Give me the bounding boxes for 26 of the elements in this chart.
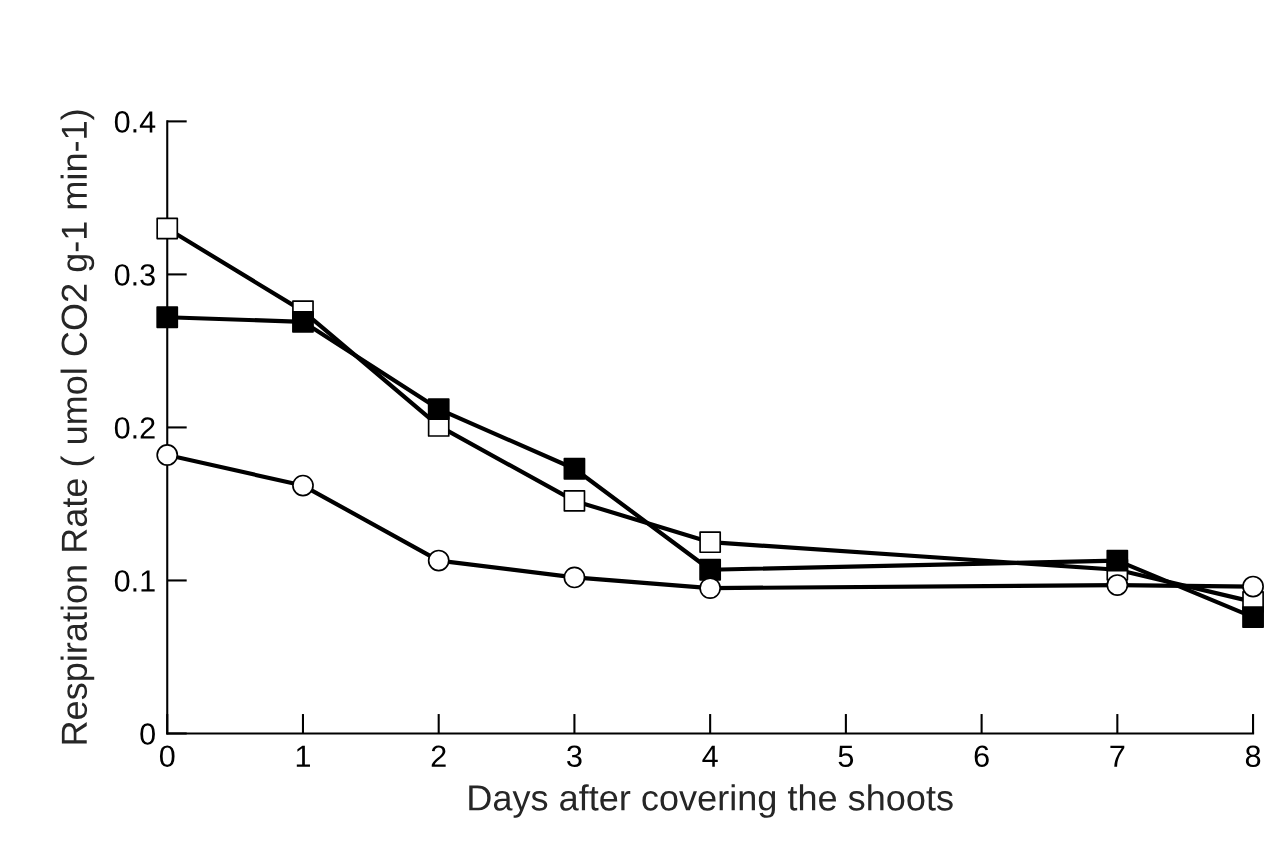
y-tick-label: 0.4	[114, 111, 156, 133]
y-tick-label: 0.1	[114, 570, 155, 592]
point	[699, 531, 722, 554]
point	[1106, 549, 1129, 572]
y-axis-title: Respiration Rate ( umol CO2 g-1 min-1)	[60, 110, 95, 744]
x-tick-label: 2	[431, 745, 446, 767]
y-tick-label: 0	[140, 723, 155, 745]
x-axis-title: Days after covering the shoots	[469, 784, 953, 818]
y-tick-label: 0.2	[114, 417, 155, 439]
x-tick-label: 5	[838, 745, 854, 768]
y-tick-label: 0.3	[114, 264, 155, 286]
x-tick-label: 0	[159, 745, 175, 768]
x-tick-label: 3	[567, 745, 582, 768]
point	[563, 489, 586, 512]
point	[427, 398, 450, 420]
point	[563, 457, 586, 480]
x-tick-label: 6	[974, 745, 989, 768]
x-tick-label: 4	[702, 745, 718, 767]
point	[156, 306, 179, 329]
point	[699, 558, 722, 581]
x-tick-label: 1	[296, 745, 310, 767]
point	[292, 310, 314, 333]
x-tick-label: 7	[1110, 745, 1125, 767]
x-tick-label: 8	[1245, 745, 1261, 768]
point	[156, 217, 179, 240]
point	[1242, 606, 1264, 629]
